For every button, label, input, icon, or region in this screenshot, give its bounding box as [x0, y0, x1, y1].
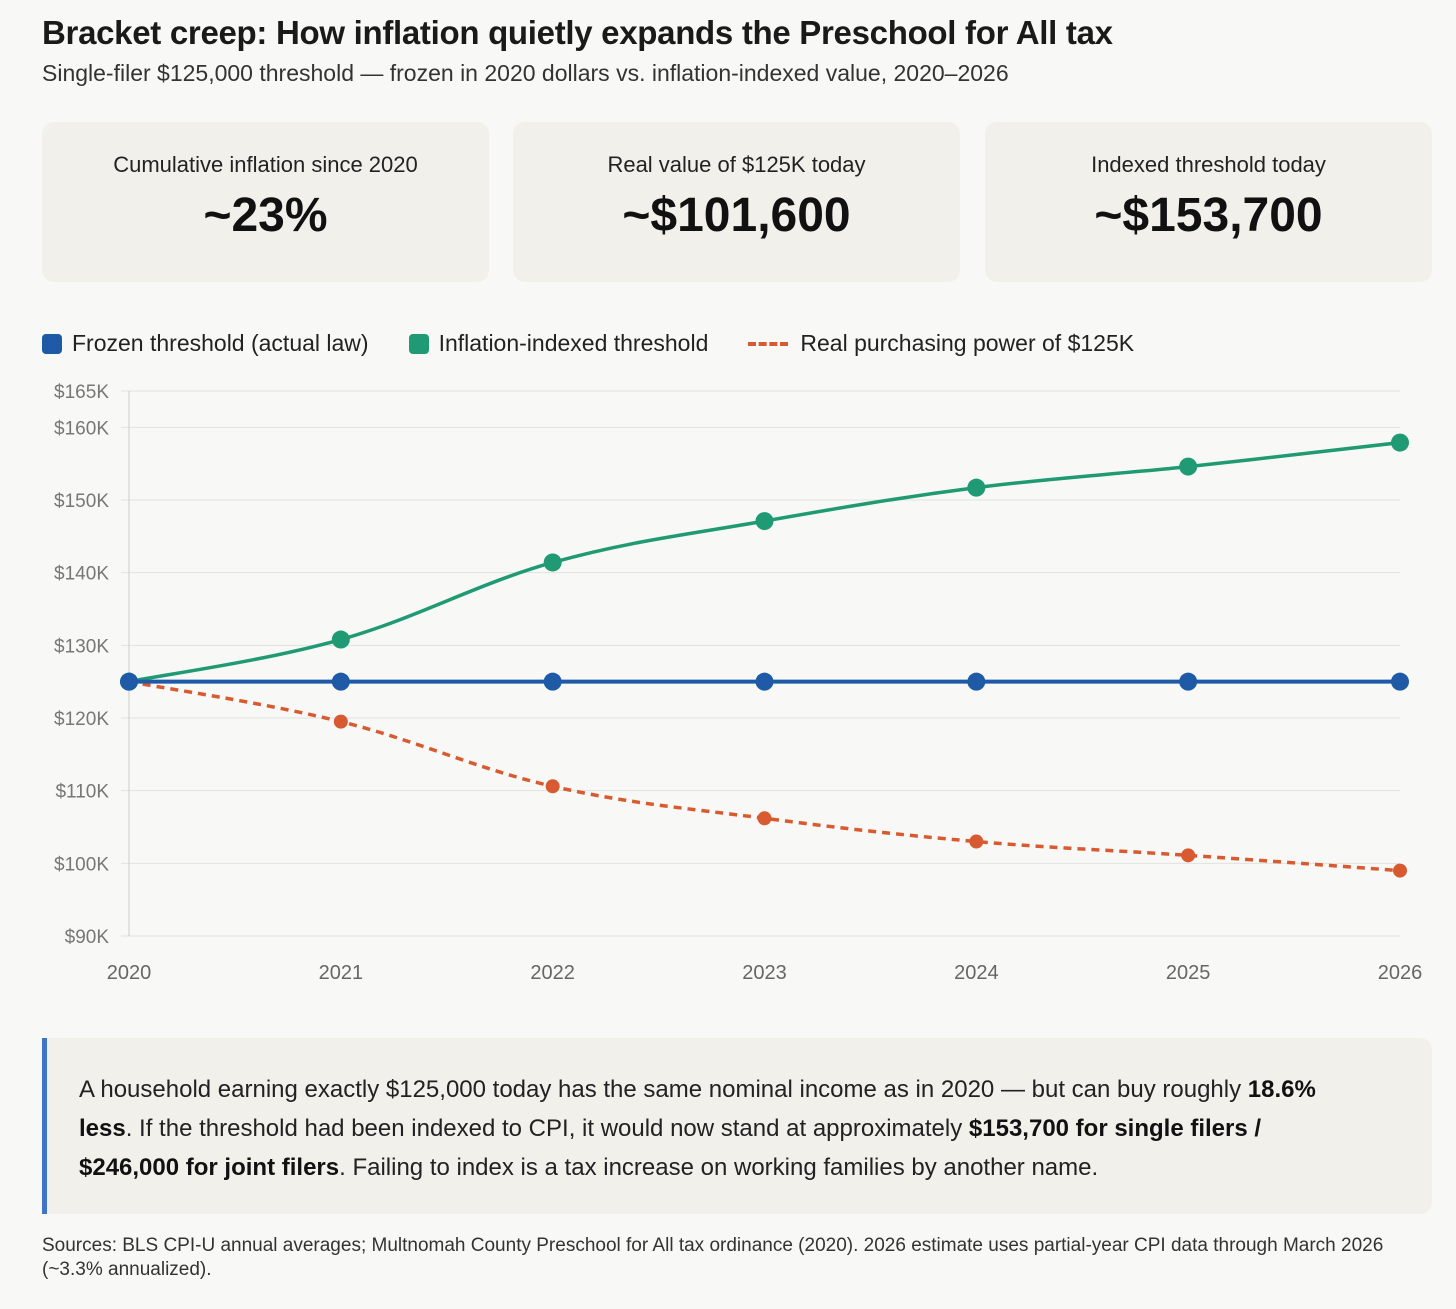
y-tick-label: $100K — [54, 854, 109, 875]
legend-swatch — [408, 333, 429, 354]
legend-item-real: Real purchasing power of $125K — [748, 330, 1134, 357]
stat-value: ~$101,600 — [622, 189, 851, 242]
y-tick-label: $165K — [54, 382, 109, 403]
callout-box: A household earning exactly $125,000 tod… — [42, 1038, 1432, 1214]
x-tick-label: 2026 — [1378, 962, 1423, 984]
data-point-0-2023 — [755, 672, 774, 691]
data-point-2-2021 — [333, 714, 348, 729]
y-tick-label: $130K — [54, 636, 109, 657]
legend-label: Frozen threshold (actual law) — [72, 330, 369, 356]
data-point-0-2022 — [543, 672, 562, 691]
stat-label: Indexed threshold today — [1091, 152, 1326, 177]
x-tick-label: 2021 — [319, 962, 364, 984]
stat-card-inflation: Cumulative inflation since 2020 ~23% — [42, 122, 489, 282]
callout-highlight: 18.6% less — [79, 1076, 1316, 1142]
data-point-0-2020 — [120, 672, 138, 691]
legend-item-frozen: Frozen threshold (actual law) — [42, 330, 369, 357]
callout-text: . If the threshold had been indexed to C… — [125, 1115, 969, 1142]
legend-item-indexed: Inflation-indexed threshold — [408, 330, 709, 357]
line-chart: $90K $100K $110K $120K $130K $140K $150K $160K $… — [54, 382, 1423, 984]
data-point-2-2022 — [545, 779, 560, 794]
data-point-2-2023 — [757, 811, 772, 826]
y-tick-label: $120K — [54, 709, 109, 730]
legend-label: Inflation-indexed threshold — [438, 330, 709, 356]
legend-swatch — [42, 333, 62, 354]
data-point-1-2025 — [1179, 457, 1198, 476]
x-tick-label: 2020 — [107, 962, 152, 984]
callout-text: A household earning exactly $125,000 tod… — [79, 1076, 1248, 1103]
data-point-1-2026 — [1391, 433, 1409, 452]
x-tick-label: 2022 — [530, 962, 575, 984]
y-tick-label: $150K — [54, 491, 109, 512]
data-point-1-2024 — [967, 478, 986, 497]
y-tick-label: $90K — [65, 927, 110, 948]
data-point-0-2026 — [1391, 672, 1409, 691]
sources-note: Sources: BLS CPI-U annual averages; Mult… — [42, 1235, 1384, 1280]
data-point-2-2026 — [1393, 863, 1407, 878]
data-point-2-2024 — [969, 834, 984, 849]
stat-value: ~23% — [203, 189, 328, 242]
stat-card-indexed: Indexed threshold today ~$153,700 — [985, 122, 1432, 282]
data-point-0-2024 — [967, 672, 986, 691]
data-point-2-2025 — [1181, 848, 1196, 863]
x-tick-label: 2024 — [954, 962, 999, 984]
callout-text: . Failing to index is a tax increase on … — [339, 1154, 1099, 1181]
chart-title: Bracket creep: How inflation quietly exp… — [42, 14, 1113, 51]
stat-label: Real value of $125K today — [607, 152, 866, 177]
stat-value: ~$153,700 — [1094, 189, 1323, 242]
data-point-1-2021 — [331, 630, 350, 649]
x-tick-label: 2023 — [742, 962, 787, 984]
y-tick-label: $110K — [55, 782, 109, 803]
legend-swatch — [748, 341, 789, 346]
data-point-0-2021 — [331, 672, 350, 691]
stat-label: Cumulative inflation since 2020 — [113, 152, 418, 177]
y-tick-label: $160K — [54, 418, 109, 439]
stat-card-real-value: Real value of $125K today ~$101,600 — [513, 122, 960, 282]
series-line-2 — [128, 679, 1401, 873]
data-point-1-2023 — [755, 512, 774, 531]
chart-legend: Frozen threshold (actual law) Inflation-… — [42, 330, 1174, 357]
callout-highlight: $153,700 for single filers / $246,000 fo… — [79, 1115, 1262, 1181]
data-point-1-2022 — [543, 553, 562, 572]
x-tick-label: 2025 — [1166, 962, 1211, 984]
y-tick-label: $140K — [54, 564, 109, 585]
chart-subtitle: Single-filer $125,000 threshold — frozen… — [42, 60, 1009, 86]
data-point-0-2025 — [1179, 672, 1198, 691]
legend-label: Real purchasing power of $125K — [800, 330, 1135, 356]
